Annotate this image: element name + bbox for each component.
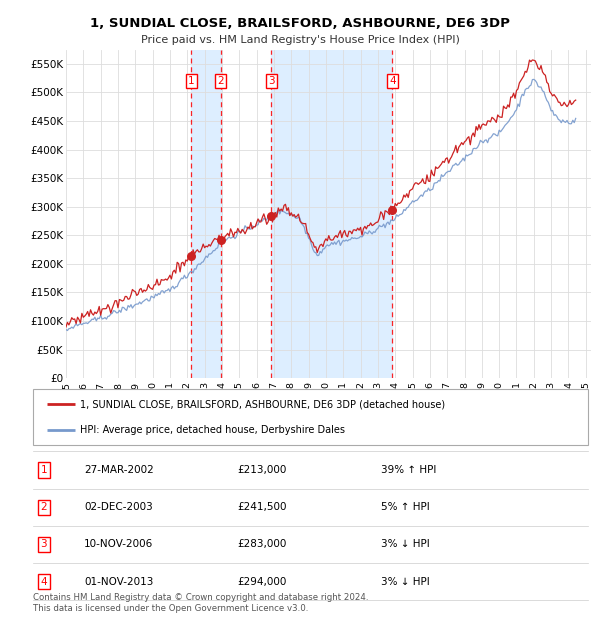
Text: 2: 2 — [217, 76, 224, 86]
Bar — [271, 50, 392, 378]
Text: 2: 2 — [40, 502, 47, 512]
Text: 02-DEC-2003: 02-DEC-2003 — [84, 502, 153, 512]
Text: 1: 1 — [188, 76, 194, 86]
Text: 3% ↓ HPI: 3% ↓ HPI — [381, 577, 430, 587]
Point — [187, 252, 196, 262]
Text: 3% ↓ HPI: 3% ↓ HPI — [381, 539, 430, 549]
Text: HPI: Average price, detached house, Derbyshire Dales: HPI: Average price, detached house, Derb… — [80, 425, 345, 435]
Text: 4: 4 — [389, 76, 396, 86]
Text: £241,500: £241,500 — [237, 502, 287, 512]
Text: 3: 3 — [268, 76, 275, 86]
Text: Price paid vs. HM Land Registry's House Price Index (HPI): Price paid vs. HM Land Registry's House … — [140, 35, 460, 45]
Text: 5% ↑ HPI: 5% ↑ HPI — [381, 502, 430, 512]
Bar — [191, 50, 221, 378]
Text: 4: 4 — [40, 577, 47, 587]
FancyBboxPatch shape — [33, 389, 588, 445]
Text: 10-NOV-2006: 10-NOV-2006 — [84, 539, 153, 549]
Text: £294,000: £294,000 — [237, 577, 286, 587]
Text: 01-NOV-2013: 01-NOV-2013 — [84, 577, 154, 587]
Text: £283,000: £283,000 — [237, 539, 286, 549]
Point — [388, 205, 397, 215]
Text: 39% ↑ HPI: 39% ↑ HPI — [381, 465, 436, 475]
Text: £213,000: £213,000 — [237, 465, 286, 475]
Text: Contains HM Land Registry data © Crown copyright and database right 2024.
This d: Contains HM Land Registry data © Crown c… — [33, 593, 368, 613]
Text: 3: 3 — [40, 539, 47, 549]
Text: 1, SUNDIAL CLOSE, BRAILSFORD, ASHBOURNE, DE6 3DP: 1, SUNDIAL CLOSE, BRAILSFORD, ASHBOURNE,… — [90, 17, 510, 30]
Point — [266, 211, 276, 221]
Point — [216, 235, 226, 245]
Text: 1: 1 — [40, 465, 47, 475]
Text: 27-MAR-2002: 27-MAR-2002 — [84, 465, 154, 475]
Bar — [571, 50, 591, 378]
Text: 1, SUNDIAL CLOSE, BRAILSFORD, ASHBOURNE, DE6 3DP (detached house): 1, SUNDIAL CLOSE, BRAILSFORD, ASHBOURNE,… — [80, 399, 445, 409]
